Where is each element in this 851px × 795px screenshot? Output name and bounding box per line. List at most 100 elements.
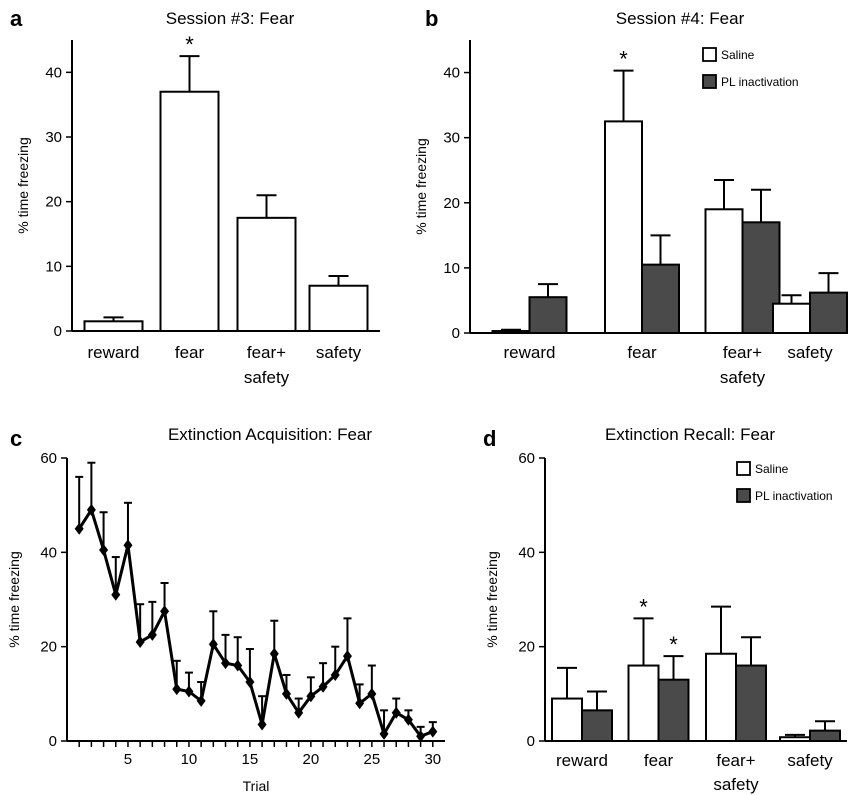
legend-label: Saline [755,462,789,476]
y-tick-label: 30 [45,129,62,146]
bar [779,736,811,743]
y-tick-label: 30 [443,130,460,147]
x-category-label: reward [556,751,608,770]
bar [657,678,690,743]
y-tick-label: 20 [518,639,535,656]
data-point [221,657,231,670]
legend-swatch [736,461,751,476]
y-tick-label: 0 [527,733,535,750]
bar [641,263,680,334]
data-point [281,687,291,700]
data-point [208,638,218,651]
series-line [77,506,434,739]
bar [491,330,531,334]
bar [604,120,643,334]
x-category-label: fear [644,751,674,770]
data-point [403,713,413,726]
chart-title: Extinction Acquisition: Fear [168,425,372,444]
legend-label: Saline [721,48,755,62]
y-axis-label: % time freezing [413,138,429,234]
panel-letter: a [10,6,23,31]
legend-swatch [702,74,717,89]
panel-letter: b [425,6,438,31]
bar [809,291,848,334]
significance-star: * [619,47,628,72]
x-category-label: fear [175,343,205,362]
y-tick-label: 0 [54,323,62,340]
bar [236,216,297,332]
bar [735,664,767,742]
bar [772,302,811,335]
x-category-label: safety [787,751,833,770]
data-point [233,659,243,672]
legend: Saline PL inactivation [702,47,799,89]
x-tick-label: 5 [124,751,132,768]
x-tick-label: 15 [242,751,259,768]
data-point [330,668,340,681]
x-category-label: fear [627,343,657,362]
y-tick-label: 60 [518,450,535,467]
significance-star: * [185,32,194,57]
y-tick-label: 40 [45,64,62,81]
panel-c: c Extinction Acquisition: Fear 0 20 40 60 % ti… [6,425,445,794]
data-point [147,628,157,641]
chart-title: Session #3: Fear [166,9,295,28]
data-point [306,690,316,703]
panel-letter: d [483,426,496,451]
data-point [184,685,194,698]
y-tick-label: 0 [452,325,460,342]
y-tick-label: 20 [45,194,62,211]
y-tick-label: 20 [443,195,460,212]
data-point [135,635,145,648]
data-point [379,727,389,740]
legend-label: PL inactivation [721,75,799,89]
data-point [318,680,328,693]
data-point [172,683,182,696]
data-point [123,539,133,552]
bar [627,664,660,742]
bar [83,320,144,332]
y-tick-label: 10 [45,258,62,275]
y-axis-label: % time freezing [484,551,500,647]
x-category-label: safety [316,343,362,362]
chart-title: Session #4: Fear [616,9,745,28]
y-axis-label: % time freezing [6,551,22,647]
y-tick-label: 10 [443,260,460,277]
data-point [99,543,109,556]
y-axis-label: % time freezing [15,137,31,233]
x-category-label: safety [787,343,833,362]
x-tick-label: 25 [363,751,380,768]
data-point [355,697,365,710]
y-tick-label: 40 [518,544,535,561]
data-point [416,730,426,743]
panel-letter: c [10,426,22,451]
x-tick-label: 30 [424,751,441,768]
significance-star: * [639,594,648,619]
bar [159,90,220,332]
panel-d: d Extinction Recall: Fear 0 20 40 60 % time fr… [483,425,847,794]
bar [705,652,737,742]
data-point [257,718,267,731]
x-tick-label: 20 [303,751,320,768]
y-tick-label: 40 [443,65,460,82]
y-tick-label: 60 [40,450,57,467]
x-tick-label: 10 [181,751,198,768]
significance-star: * [669,632,678,657]
data-point [391,706,401,719]
x-category-label: reward [504,343,556,362]
bar [308,284,369,333]
bar [704,208,744,335]
legend: Saline PL inactivation [736,461,833,503]
bar [809,729,841,743]
data-point [245,676,255,689]
y-tick-label: 20 [40,639,57,656]
bar [528,296,568,335]
panel-a: a Session #3: Fear 0 10 20 30 40 % time freezin… [10,6,380,387]
legend-swatch [702,47,717,62]
panel-b: b Session #4: Fear 0 10 20 30 40 % time freezin… [413,6,848,387]
bar [581,709,613,743]
data-point [428,725,438,738]
y-tick-label: 40 [40,544,57,561]
x-category-label: fear+ safety [720,343,766,387]
